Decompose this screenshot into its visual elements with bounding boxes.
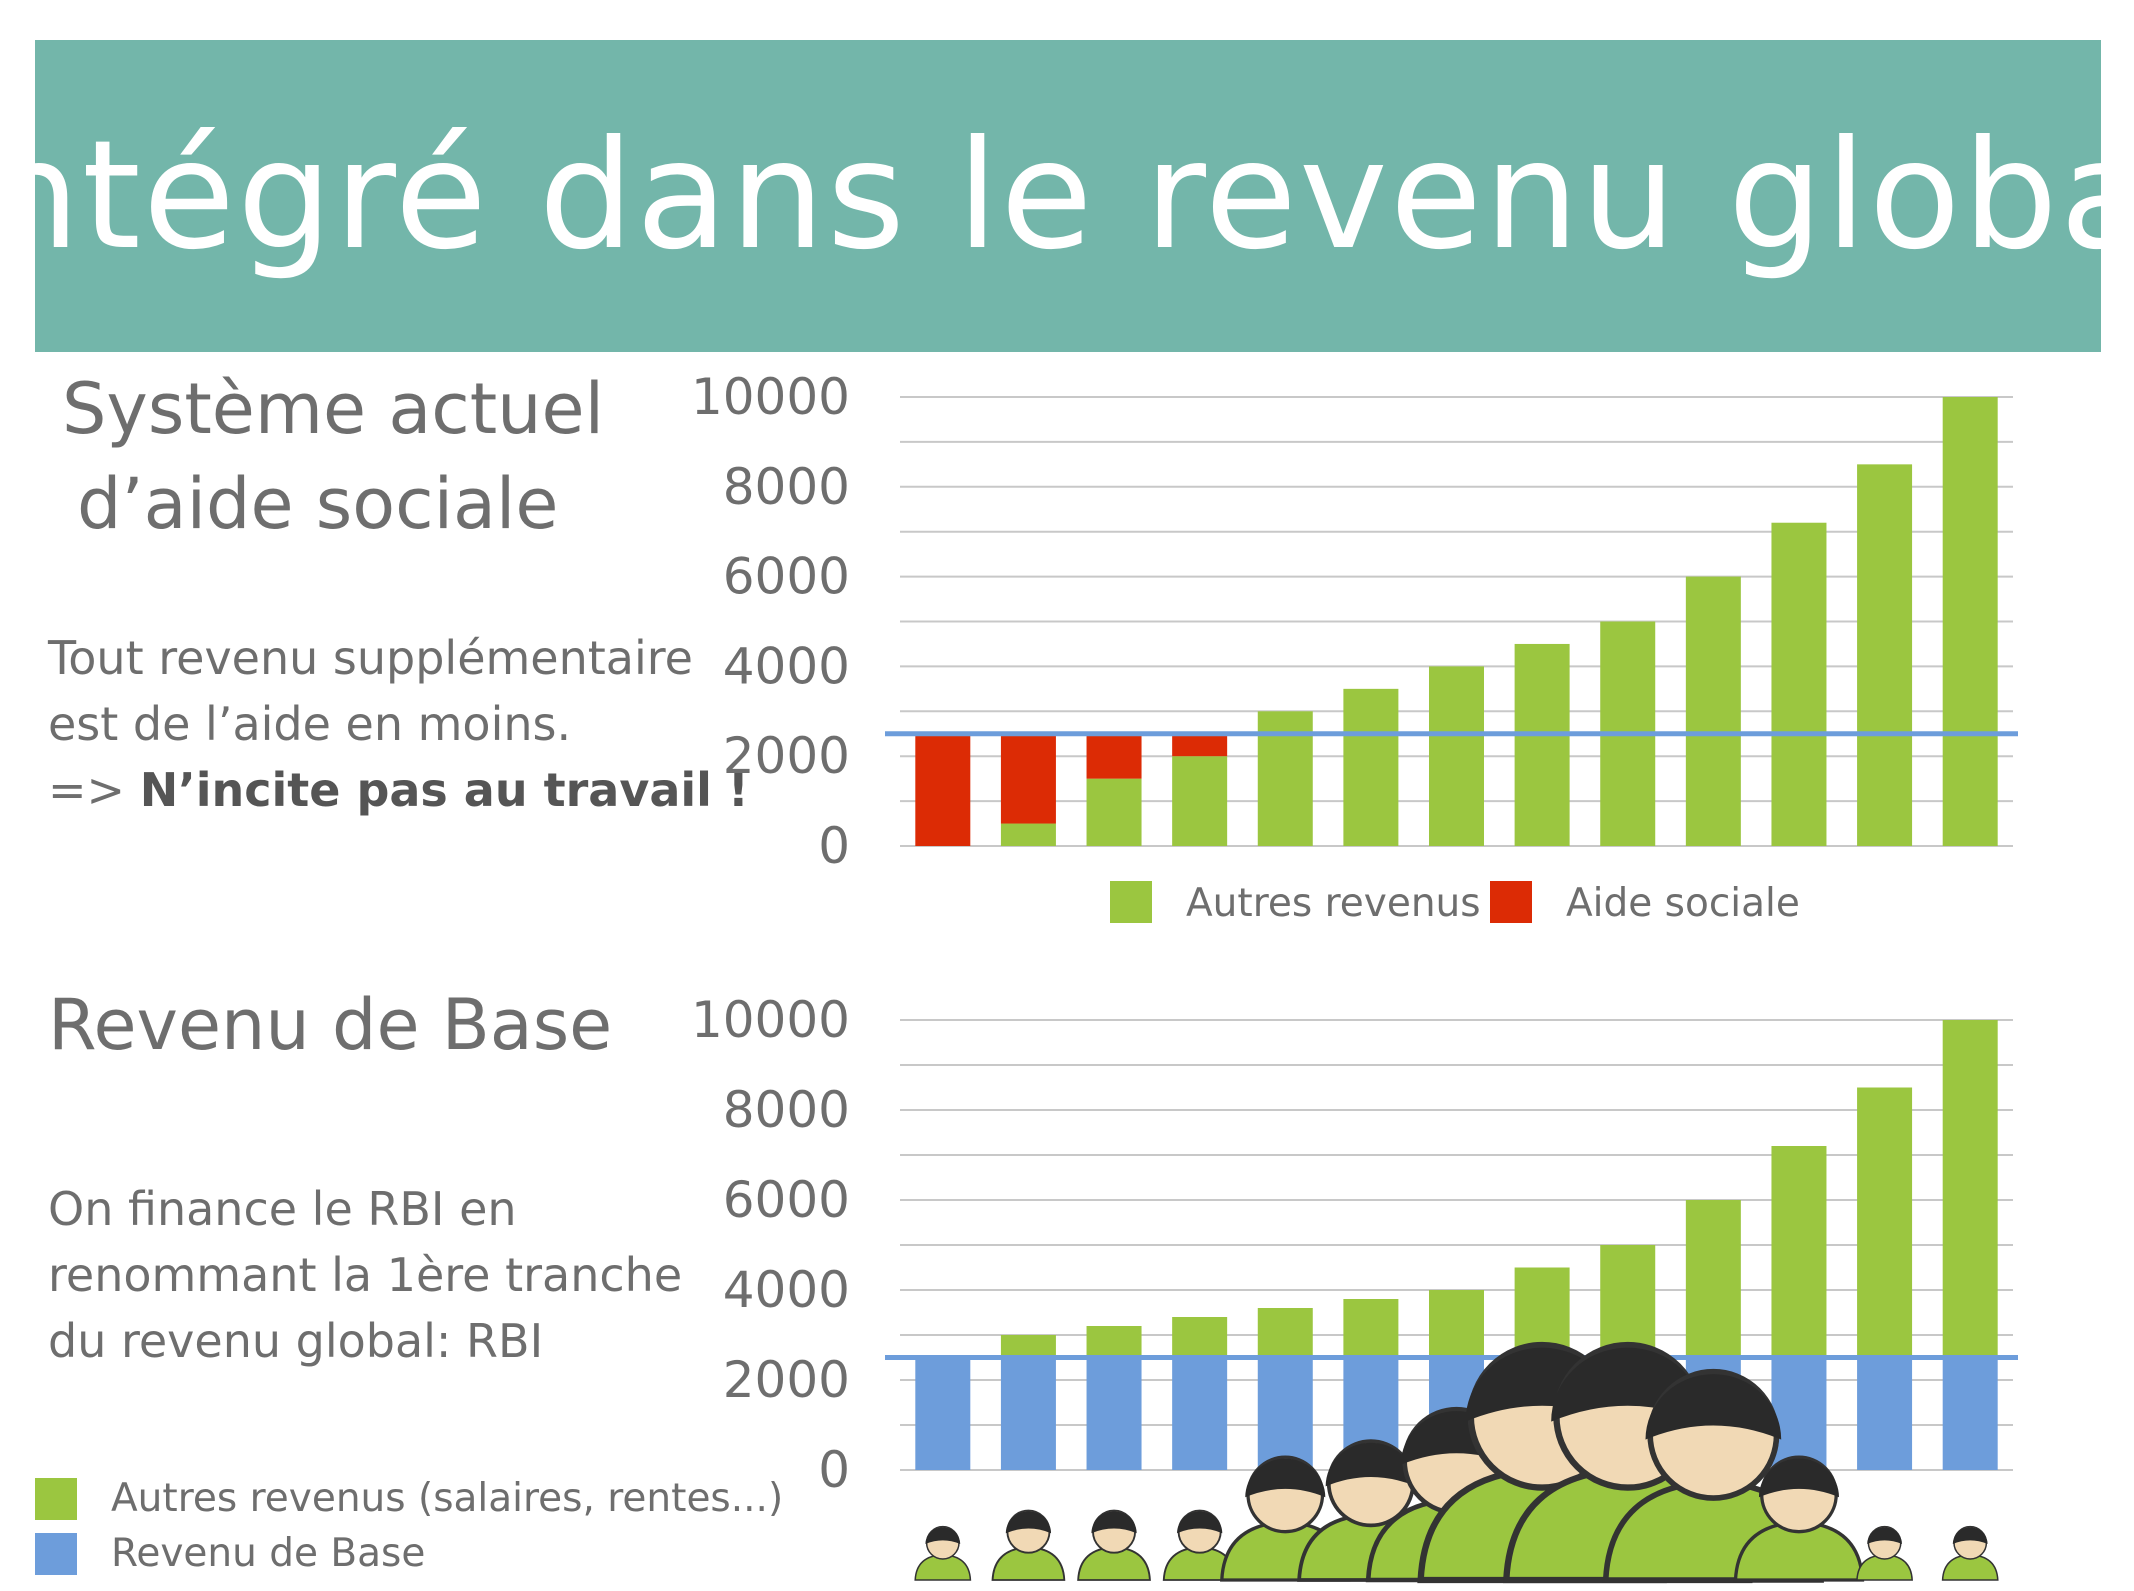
legend-swatch-green [35,1477,77,1520]
person-hair [1645,1374,1782,1440]
bar-11-series-2 [1771,1146,1827,1358]
person-icon [1733,1455,1865,1582]
person-icon [1602,1368,1824,1583]
title-banner: Intégré dans le revenu global [0,40,2134,352]
legend-item-autres-revenus: Autres revenus (salaires, rentes...) [35,1476,783,1521]
bar-2-series-2 [1000,733,1056,824]
y-tick-label: 0 [818,1441,850,1499]
top-description-line-1: Tout revenu supplémentaire [48,631,693,685]
bottom-description: On finance le RBI en renommant la 1ère t… [48,1176,682,1374]
top-description-line-2: est de l’aide en moins. [48,697,572,751]
chart-1: 0 2000 4000 6000 8000 10000 Autres revenus Aide… [691,368,2018,926]
y-tick-label: 6000 [723,548,850,606]
person-hair [1091,1511,1137,1534]
legend-swatch [1110,881,1152,923]
legend-label: Aide sociale [1566,881,1800,926]
legend-label: Autres revenus (salaires, rentes...) [111,1476,784,1521]
top-heading-line-2: d’aide sociale [77,462,559,545]
bar-4-series-2 [1172,1317,1228,1358]
bar-3-series-1 [1086,778,1142,846]
person-icon [1856,1525,1913,1581]
arrow-prefix: => [48,763,140,817]
bar-4-series-1 [1172,1357,1228,1470]
bar-11-series-1 [1771,1357,1827,1470]
legend-label: Revenu de Base [111,1531,426,1576]
y-tick-label: 0 [818,817,850,875]
bar-13-series-1 [1942,1357,1998,1470]
y-tick-label: 2000 [723,727,850,785]
bar-12-series-1 [1857,464,1913,846]
y-tick-label: 10000 [691,368,850,426]
y-tick-label: 6000 [723,1171,850,1229]
bar-2-series-1 [1000,1357,1056,1470]
bar-13-series-2 [1942,1020,1998,1358]
bottom-heading: Revenu de Base [48,984,613,1066]
y-tick-label: 8000 [723,458,850,516]
bar-6-series-1 [1343,688,1399,846]
bar-4-series-1 [1172,756,1228,846]
bar-6-series-2 [1343,1299,1399,1358]
top-heading-line-1: Système actuel [62,368,605,450]
person-icon [914,1525,972,1581]
bar-4-series-2 [1172,733,1228,757]
legend-label: Autres revenus [1186,881,1481,926]
bar-9-series-2 [1600,1245,1656,1358]
bottom-description-line-2: renommant la 1ère tranche [48,1248,683,1302]
person-icon [1162,1509,1237,1581]
top-description: Tout revenu supplémentaire est de l’aide… [48,625,749,823]
bar-10-series-1 [1685,576,1741,846]
bar-5-series-2 [1257,1308,1313,1358]
person-icon [1077,1509,1151,1581]
bottom-description-line-3: du revenu global: RBI [48,1314,544,1368]
bar-12-series-1 [1857,1357,1913,1470]
person-hair [925,1527,961,1544]
top-description-line-3: => N’incite pas au travail ! [48,757,749,823]
person-hair [1177,1511,1223,1534]
person-hair [1005,1511,1052,1534]
person-hair [1758,1458,1839,1498]
bar-3-series-2 [1086,733,1142,779]
y-tick-label: 2000 [723,1351,850,1409]
bar-1-series-1 [915,1357,971,1470]
y-tick-label: 4000 [723,637,850,695]
bar-11-series-1 [1771,522,1827,846]
bar-12-series-2 [1857,1087,1913,1358]
conclusion-text: N’incite pas au travail ! [139,763,749,817]
bar-1-series-2 [915,733,971,846]
person-hair [1867,1527,1902,1544]
legend-item-revenu-de-base: Revenu de Base [35,1531,425,1576]
bar-7-series-1 [1429,666,1484,846]
y-tick-label: 8000 [723,1081,850,1139]
bottom-description-line-1: On finance le RBI en [48,1182,517,1236]
legend-swatch [1490,881,1532,923]
y-tick-label: 4000 [723,1261,850,1319]
person-hair [1245,1458,1326,1498]
bar-5-series-1 [1257,1357,1313,1470]
bar-8-series-1 [1514,643,1570,846]
person-hair [1952,1527,1988,1544]
bar-3-series-2 [1086,1326,1142,1358]
page-title: Intégré dans le revenu global [0,109,2134,283]
top-heading: Système actuel d’aide sociale [62,362,604,551]
bar-13-series-1 [1942,397,1998,846]
bar-10-series-2 [1685,1200,1741,1358]
bar-2-series-2 [1000,1335,1056,1358]
person-icon [1941,1525,1999,1581]
bar-3-series-1 [1086,1357,1142,1470]
legend-swatch-blue [35,1532,77,1575]
person-hair [1325,1442,1417,1487]
person-icon [991,1509,1066,1581]
bar-7-series-2 [1429,1290,1484,1358]
y-tick-label: 10000 [691,991,850,1049]
bar-2-series-1 [1000,823,1056,846]
chart-2: 0 2000 4000 6000 8000 10000 [691,991,2018,1499]
